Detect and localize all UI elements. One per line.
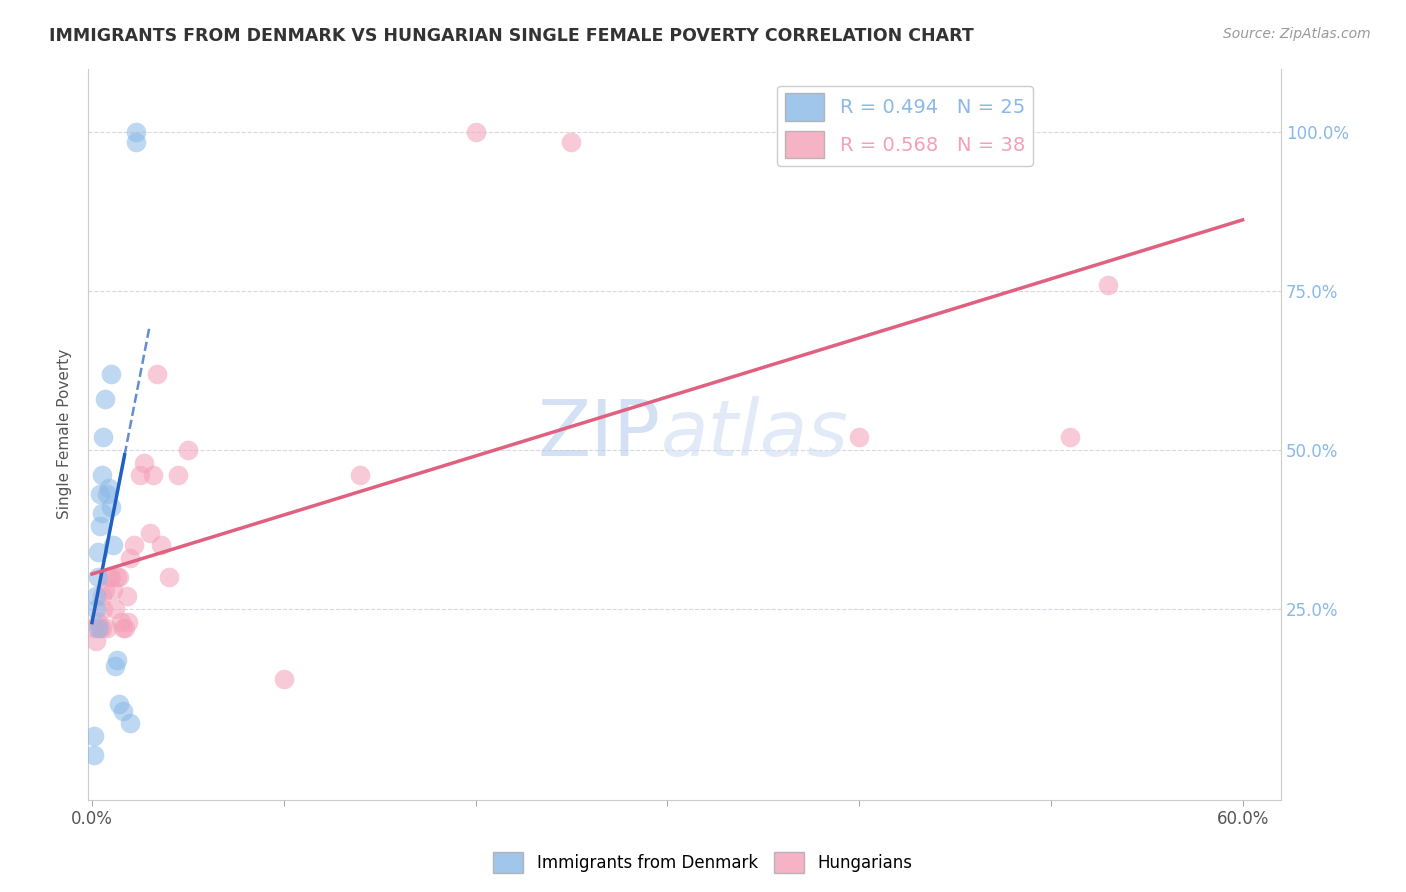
Point	[560, 135, 582, 149]
Point	[132, 456, 155, 470]
Point	[84, 633, 107, 648]
Point	[1059, 430, 1081, 444]
Point	[83, 729, 105, 743]
Point	[177, 442, 200, 457]
Point	[129, 468, 152, 483]
Point	[90, 507, 112, 521]
Point	[90, 468, 112, 483]
Point	[87, 621, 110, 635]
Point	[167, 468, 190, 483]
Point	[117, 615, 139, 629]
Text: atlas: atlas	[661, 396, 849, 472]
Point	[105, 653, 128, 667]
Point	[101, 582, 124, 597]
Point	[104, 659, 127, 673]
Legend: R = 0.494   N = 25, R = 0.568   N = 38: R = 0.494 N = 25, R = 0.568 N = 38	[778, 86, 1032, 166]
Point	[94, 392, 117, 406]
Point	[87, 544, 110, 558]
Point	[90, 589, 112, 603]
Point	[89, 487, 111, 501]
Legend: Immigrants from Denmark, Hungarians: Immigrants from Denmark, Hungarians	[486, 846, 920, 880]
Point	[100, 367, 122, 381]
Point	[1097, 277, 1119, 292]
Point	[464, 125, 486, 139]
Point	[84, 589, 107, 603]
Point	[90, 621, 112, 635]
Text: Source: ZipAtlas.com: Source: ZipAtlas.com	[1223, 27, 1371, 41]
Point	[120, 716, 142, 731]
Point	[93, 430, 115, 444]
Point	[93, 602, 115, 616]
Point	[89, 519, 111, 533]
Point	[111, 704, 134, 718]
Point	[87, 615, 110, 629]
Text: IMMIGRANTS FROM DENMARK VS HUNGARIAN SINGLE FEMALE POVERTY CORRELATION CHART: IMMIGRANTS FROM DENMARK VS HUNGARIAN SIN…	[49, 27, 974, 45]
Point	[98, 570, 121, 584]
Point	[150, 538, 173, 552]
Point	[108, 697, 131, 711]
Point	[138, 525, 160, 540]
Point	[108, 570, 131, 584]
Point	[125, 135, 148, 149]
Point	[100, 500, 122, 515]
Point	[101, 538, 124, 552]
Point	[125, 125, 148, 139]
Point	[114, 621, 136, 635]
Point	[100, 570, 122, 584]
Point	[98, 481, 121, 495]
Point	[115, 589, 138, 603]
Text: ZIP: ZIP	[537, 396, 661, 472]
Point	[848, 430, 870, 444]
Point	[111, 621, 134, 635]
Point	[87, 570, 110, 584]
Point	[146, 367, 169, 381]
Point	[122, 538, 145, 552]
Point	[110, 615, 132, 629]
Point	[349, 468, 371, 483]
Point	[104, 602, 127, 616]
Point	[105, 570, 128, 584]
Y-axis label: Single Female Poverty: Single Female Poverty	[58, 349, 72, 519]
Point	[84, 602, 107, 616]
Point	[83, 621, 105, 635]
Point	[96, 487, 118, 501]
Point	[273, 672, 295, 686]
Point	[94, 582, 117, 597]
Point	[142, 468, 165, 483]
Point	[157, 570, 180, 584]
Point	[120, 551, 142, 566]
Point	[96, 621, 118, 635]
Point	[83, 747, 105, 762]
Point	[89, 621, 111, 635]
